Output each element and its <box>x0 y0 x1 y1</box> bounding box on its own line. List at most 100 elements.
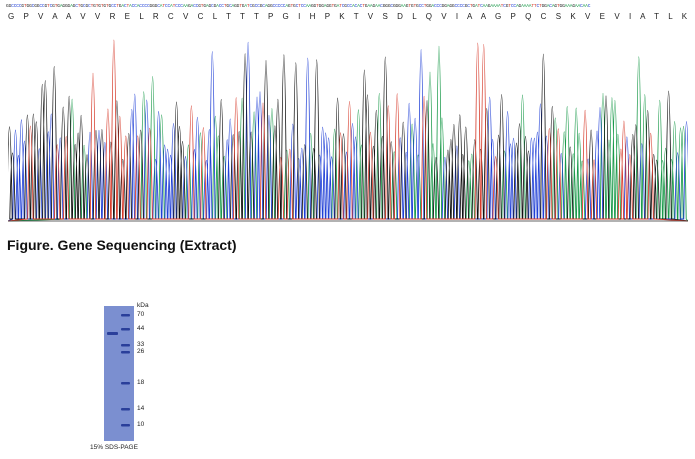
dna-base: A <box>492 4 496 9</box>
dna-base: G <box>67 4 71 9</box>
dna-sequence-strip: GGCCCCGTGGCGGCCGTCGTGAGGGAGCTGCGCTGTGTGT… <box>6 3 690 10</box>
dna-base: A <box>400 4 404 9</box>
dna-base: A <box>564 4 568 9</box>
marker-label: 14 <box>137 405 145 412</box>
dna-base: T <box>316 4 319 9</box>
dna-base: T <box>95 4 99 9</box>
dna-base: A <box>569 4 573 9</box>
dna-base: G <box>152 4 155 9</box>
dna-base: C <box>280 4 283 9</box>
dna-base: A <box>121 4 124 9</box>
dna-base: T <box>77 4 81 9</box>
dna-base: G <box>387 4 391 9</box>
dna-base: G <box>26 4 30 9</box>
dna-base: C <box>111 4 114 9</box>
dna-base: G <box>98 4 101 9</box>
dna-base: G <box>57 4 60 9</box>
dna-base: C <box>380 4 383 9</box>
dna-base: G <box>241 4 245 9</box>
dna-base: C <box>41 4 45 9</box>
dna-base: C <box>549 4 552 9</box>
dna-base: C <box>82 4 86 9</box>
dna-base: G <box>544 4 547 9</box>
dna-base: C <box>131 4 135 9</box>
marker-label: 26 <box>137 348 145 355</box>
dna-base: C <box>513 4 516 9</box>
dna-base: G <box>34 4 37 9</box>
dna-base: T <box>126 4 129 9</box>
dna-base: C <box>580 4 583 9</box>
dna-base: C <box>49 4 53 9</box>
dna-base: G <box>234 4 237 9</box>
dna-base: A <box>336 4 340 9</box>
dna-base: G <box>287 4 291 9</box>
dna-base: G <box>364 4 368 9</box>
dna-base: G <box>64 4 68 9</box>
dna-base: C <box>221 4 224 9</box>
dna-base: T <box>298 4 301 9</box>
dna-base: A <box>231 4 235 9</box>
dna-base: C <box>480 4 483 9</box>
dna-base: G <box>541 4 545 9</box>
dna-base: A <box>574 4 578 9</box>
dna-base: A <box>170 4 173 9</box>
dna-base: A <box>403 4 406 9</box>
dna-base: C <box>177 4 181 9</box>
marker-band <box>121 424 130 427</box>
marker-band <box>121 314 130 317</box>
dna-base: G <box>464 4 468 9</box>
dna-base: C <box>180 4 183 9</box>
dna-base: C <box>16 4 19 9</box>
dna-base: T <box>47 4 50 9</box>
dna-base: T <box>508 4 511 9</box>
dna-base: C <box>262 4 265 9</box>
dna-base: C <box>390 4 393 9</box>
dna-base: C <box>454 4 457 9</box>
dna-base: T <box>408 4 411 9</box>
dna-base: G <box>554 4 557 9</box>
dna-base: C <box>346 4 350 9</box>
dna-base: G <box>313 4 317 9</box>
dna-base: A <box>159 4 163 9</box>
dna-base: G <box>321 4 324 9</box>
dna-base: G <box>213 4 217 9</box>
dna-base: G <box>44 4 47 9</box>
dna-base: T <box>477 4 481 9</box>
dna-base: A <box>190 4 194 9</box>
dna-base: T <box>200 4 204 9</box>
dna-base: G <box>318 4 322 9</box>
dna-base: C <box>193 4 196 9</box>
dna-base: C <box>146 4 150 9</box>
dna-base: G <box>6 4 9 9</box>
dna-base: T <box>556 4 560 9</box>
dna-base: G <box>518 4 522 9</box>
dna-base: C <box>303 4 306 9</box>
dna-base: G <box>203 4 206 9</box>
dna-base: G <box>267 4 270 9</box>
dna-base: A <box>515 4 519 9</box>
dna-base: T <box>423 4 427 9</box>
dna-base: C <box>139 4 142 9</box>
dna-base: C <box>587 4 591 9</box>
dna-base: G <box>449 4 452 9</box>
trace-C <box>8 41 688 222</box>
dna-base: G <box>226 4 229 9</box>
gel-unit-label: kDa <box>137 302 149 309</box>
dna-base: G <box>428 4 432 9</box>
dna-base: G <box>80 4 83 9</box>
dna-base: C <box>462 4 465 9</box>
dna-base: C <box>510 4 514 9</box>
dna-base: C <box>421 4 424 9</box>
dna-base: A <box>205 4 209 9</box>
dna-base: A <box>482 4 486 9</box>
dna-base: C <box>123 4 127 9</box>
dna-base: T <box>362 4 365 9</box>
dna-base: C <box>300 4 304 9</box>
dna-base: C <box>359 4 363 9</box>
dna-base: T <box>413 4 416 9</box>
sample-band <box>107 332 118 335</box>
dna-base: C <box>31 4 35 9</box>
dna-base: G <box>21 4 24 9</box>
dna-base: G <box>118 4 122 9</box>
dna-base: G <box>326 4 329 9</box>
